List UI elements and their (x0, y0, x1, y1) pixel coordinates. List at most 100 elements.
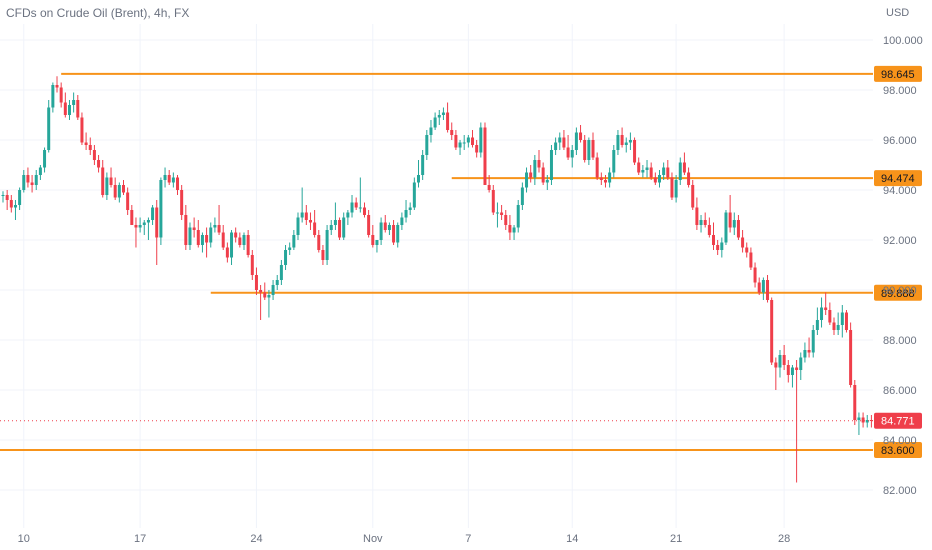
y-tick-label: 100.000 (883, 35, 923, 47)
candle-body (587, 140, 591, 160)
candle-body (479, 127, 483, 153)
y-tick-label: 88.000 (883, 335, 917, 347)
candle-body (105, 177, 109, 195)
candle-body (741, 237, 745, 248)
candle-body (304, 212, 308, 220)
level-label-box (874, 442, 922, 458)
candle-body (458, 142, 462, 148)
candle-body (429, 127, 433, 135)
candle-body (728, 212, 732, 228)
candle-body (786, 365, 790, 375)
candle-body (134, 225, 138, 228)
candle-body (579, 132, 583, 140)
candle-body (853, 385, 857, 420)
candle-body (263, 292, 267, 298)
candle-body (279, 265, 283, 280)
candle-body (662, 167, 666, 175)
candle-body (259, 290, 263, 293)
candle-body (121, 185, 125, 193)
candle-body (379, 222, 383, 240)
x-tick-label: Nov (363, 533, 383, 545)
candle-body (267, 295, 271, 298)
candle-body (433, 117, 437, 128)
candle-body (637, 162, 641, 173)
candle-body (292, 235, 296, 248)
candle-body (657, 175, 661, 183)
candle-body (300, 212, 304, 218)
candle-body (408, 207, 412, 210)
candle-body (5, 195, 9, 200)
time-axis: 10 17 24 Nov 7 14 21 28 (18, 533, 791, 545)
candle-body (628, 140, 632, 143)
candle-body (184, 215, 188, 245)
candle-body (34, 175, 38, 185)
candle-body (574, 132, 578, 150)
candle-body (720, 242, 724, 250)
candle-body (1, 195, 5, 196)
candle-body (43, 150, 47, 168)
candle-body (171, 177, 175, 183)
candles (1, 76, 873, 483)
y-tick-label: 98.000 (883, 85, 917, 97)
candle-body (221, 232, 225, 248)
horizontal-levels: 98.645 94.474 89.888 83.600 (0, 65, 922, 458)
candle-body (342, 217, 346, 238)
candle-body (533, 160, 537, 178)
candle-body (844, 312, 848, 330)
candle-body (454, 135, 458, 148)
candle-body (163, 175, 167, 180)
candle-body (296, 217, 300, 235)
candle-body (633, 140, 637, 163)
candle-body (238, 237, 242, 245)
candle-body (109, 177, 113, 185)
candle-body (188, 227, 192, 245)
candle-body (51, 85, 55, 108)
last-price-box (874, 412, 922, 429)
y-tick-label: 84.000 (883, 435, 917, 447)
candle-body (383, 222, 387, 230)
candle-body (225, 247, 229, 258)
candle-body (716, 245, 720, 250)
candle-body (624, 142, 628, 145)
candle-body (525, 172, 529, 188)
candle-body (649, 167, 653, 178)
candle-body (795, 367, 799, 370)
candle-body (495, 212, 499, 214)
candle-body (836, 325, 840, 330)
x-tick-label: 10 (18, 533, 30, 545)
candle-body (362, 207, 366, 215)
candle-body (396, 225, 400, 243)
candle-body (59, 87, 63, 103)
candle-body (138, 225, 142, 228)
level-label-box (874, 65, 922, 82)
candle-body (641, 170, 645, 173)
candle-body (612, 150, 616, 173)
x-tick-label: 17 (134, 533, 146, 545)
candle-body (487, 185, 491, 190)
candle-body (840, 312, 844, 325)
candle-body (196, 230, 200, 245)
candle-body (450, 130, 454, 135)
candle-body (790, 367, 794, 375)
candle-body (815, 320, 819, 330)
candle-body (84, 142, 88, 145)
candle-body (176, 177, 180, 190)
last-price-line: 84.771 (0, 412, 922, 429)
candle-body (284, 250, 288, 265)
level-label-box (874, 170, 922, 187)
candle-body (861, 417, 865, 423)
candle-body (22, 175, 26, 190)
candle-body (47, 107, 51, 150)
candle-body (117, 185, 121, 198)
candle-body (799, 357, 803, 370)
candle-body (849, 330, 853, 385)
candle-body (828, 310, 832, 323)
candle-body (691, 185, 695, 208)
candle-body (404, 210, 408, 218)
candle-body (774, 362, 778, 368)
y-tick-label: 86.000 (883, 385, 917, 397)
candle-body (375, 240, 379, 245)
candle-body (72, 100, 76, 105)
candle-body (745, 247, 749, 253)
